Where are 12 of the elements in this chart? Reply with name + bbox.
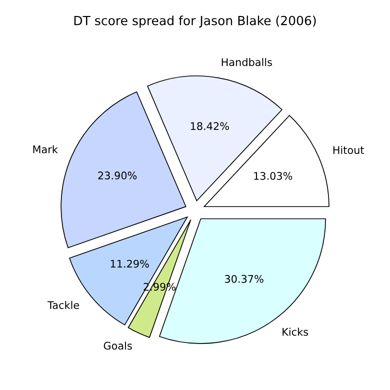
slice-label: Tackle xyxy=(47,300,80,310)
data-label: 30.37% xyxy=(225,274,264,283)
slice-label: Mark xyxy=(33,145,58,154)
data-label: 23.90% xyxy=(98,172,137,180)
slice-label: Handballs xyxy=(222,58,272,66)
slice-label: Goals xyxy=(104,342,132,350)
data-label: 11.29% xyxy=(110,260,149,268)
data-label: 13.03% xyxy=(254,172,292,180)
chart-title: DT score spread for Jason Blake (2006) xyxy=(74,16,316,28)
slice-label: Kicks xyxy=(282,328,308,336)
slice-label: Hitout xyxy=(333,146,364,154)
data-label: 18.42% xyxy=(190,122,229,130)
